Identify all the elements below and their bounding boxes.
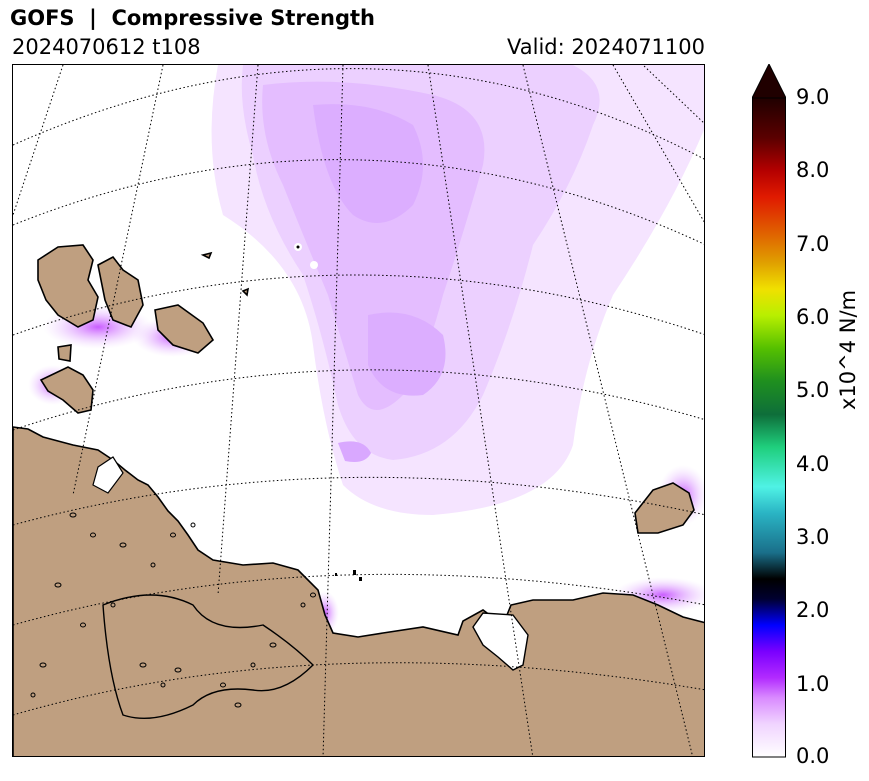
map-svg xyxy=(13,65,704,756)
mainland xyxy=(13,426,704,756)
island-east-of-archipelago xyxy=(154,304,215,354)
run-label: 2024070612 t108 xyxy=(12,35,201,59)
map-panel xyxy=(12,64,705,757)
colorbar-tick-label: 7.0 xyxy=(796,232,830,256)
colorbar-tick-label: 2.0 xyxy=(796,598,830,622)
colorbar-tick-label: 5.0 xyxy=(796,378,830,402)
sea-ice-field xyxy=(211,65,704,515)
colorbar-tick-label: 3.0 xyxy=(796,525,830,549)
colorbar-svg xyxy=(751,62,790,758)
colorbar-tick-label: 1.0 xyxy=(796,672,830,696)
island-north-west xyxy=(37,244,99,328)
colorbar-tick-label: 8.0 xyxy=(796,158,830,182)
colorbar-gradient xyxy=(752,97,786,758)
islet-2 xyxy=(241,287,250,297)
colorbar-unit-label: x10^4 N/m xyxy=(836,289,860,410)
colorbar-tick-label: 4.0 xyxy=(796,452,830,476)
figure-title: GOFS | Compressive Strength xyxy=(10,6,375,30)
islands xyxy=(37,244,695,534)
island-east xyxy=(634,482,695,534)
island-north-west-2 xyxy=(97,255,144,329)
colorbar-tick-label: 0.0 xyxy=(796,744,830,768)
island-small-west xyxy=(57,344,72,362)
colorbar-extend-triangle xyxy=(751,62,787,99)
islet-1 xyxy=(200,251,213,260)
colorbar-tick-label: 6.0 xyxy=(796,305,830,329)
colorbar xyxy=(751,62,790,758)
valid-time-label: Valid: 2024071100 xyxy=(507,35,705,59)
colorbar-tick-label: 9.0 xyxy=(796,85,830,109)
graticule xyxy=(13,65,704,756)
